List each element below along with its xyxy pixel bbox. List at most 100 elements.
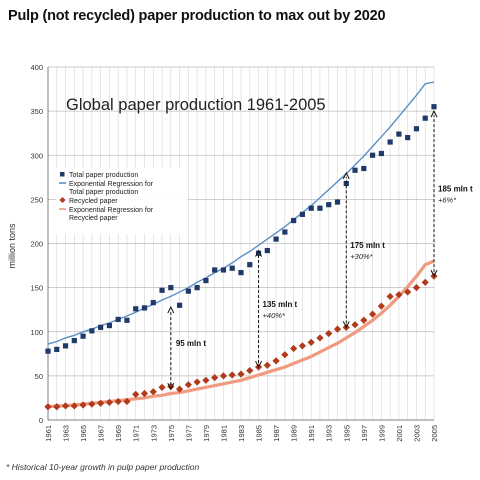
- data-point-total: [54, 346, 60, 352]
- arrow-head: [430, 269, 438, 278]
- data-point-recycled: [123, 397, 131, 406]
- data-point-total: [115, 316, 121, 322]
- data-point-total: [299, 211, 306, 217]
- data-point-recycled: [395, 291, 403, 299]
- y-tick-label: 150: [30, 284, 43, 293]
- y-axis-label: million tons: [7, 223, 17, 269]
- data-point-recycled: [105, 398, 114, 406]
- regression-line: [47, 81, 435, 345]
- growth-percent-label: +40%*: [263, 311, 286, 320]
- axes: 0 50 100 150 200 250 300 350 400 1961 1963 1965 1967…: [30, 63, 439, 442]
- data-point-total: [106, 322, 113, 329]
- x-tick-label: 1985: [255, 425, 264, 442]
- data-point-recycled: [263, 361, 271, 369]
- x-tick-label: 1977: [184, 425, 193, 442]
- data-point-recycled: [219, 372, 228, 380]
- data-point-recycled: [158, 383, 166, 391]
- data-point-total: [238, 270, 244, 276]
- data-point-total: [80, 333, 86, 339]
- legend-label: Recycled paper: [69, 215, 118, 222]
- y-tick-label: 400: [30, 63, 43, 72]
- data-point-total: [229, 265, 235, 271]
- data-point-recycled: [307, 338, 315, 346]
- x-tick-label: 1967: [97, 425, 106, 442]
- data-point-recycled: [228, 371, 236, 379]
- data-point-recycled: [184, 381, 192, 389]
- x-tick-label: 1983: [237, 425, 246, 442]
- data-point-recycled: [333, 325, 342, 333]
- data-point-total: [45, 348, 51, 354]
- data-point-recycled: [386, 292, 394, 301]
- chart-title: Global paper production 1961-2005: [66, 96, 326, 114]
- data-point-recycled: [61, 402, 70, 410]
- data-point-total: [159, 287, 165, 293]
- data-point-total: [247, 262, 253, 268]
- legend-swatch-total: [60, 172, 65, 177]
- arrow-head: [342, 321, 350, 329]
- data-point-recycled: [79, 401, 87, 409]
- data-point-recycled: [70, 402, 78, 410]
- data-point-total: [212, 267, 218, 273]
- x-tick-label: 1961: [44, 425, 53, 442]
- data-point-total: [317, 205, 323, 211]
- data-point-total: [89, 328, 95, 334]
- regression-lines: [47, 81, 435, 409]
- data-point-total: [422, 115, 428, 121]
- y-tick-label: 200: [30, 240, 43, 249]
- arrow-head: [167, 382, 175, 391]
- growth-annotations: 95 mln t 135 mln t +40%* 175 mln t +30%* 185 …: [167, 110, 473, 391]
- data-point-total: [98, 324, 104, 330]
- x-tick-label: 1995: [342, 425, 351, 442]
- x-tick-label: 1989: [290, 425, 299, 442]
- data-point-recycled: [202, 376, 210, 384]
- data-point-recycled: [281, 351, 289, 359]
- data-point-total: [62, 343, 69, 349]
- data-point-recycled: [175, 385, 184, 393]
- legend-label: Total paper production: [69, 189, 138, 196]
- data-point-recycled: [325, 329, 333, 338]
- growth-amount-label: 135 mln t: [263, 300, 298, 309]
- data-point-total: [413, 126, 420, 132]
- x-tick-label: 1973: [149, 425, 158, 442]
- x-tick-label: 1975: [167, 425, 176, 442]
- x-tick-label: 1965: [79, 425, 88, 442]
- data-point-recycled: [377, 302, 385, 310]
- growth-amount-label: 175 mln t: [350, 241, 385, 250]
- y-tick-label: 250: [30, 195, 43, 204]
- legend-box: [56, 168, 188, 234]
- legend-label: Exponential Regression for: [69, 181, 154, 188]
- data-point-recycled: [53, 403, 61, 411]
- x-tick-label: 2005: [430, 425, 439, 442]
- data-point-total: [378, 150, 384, 157]
- y-tick-label: 0: [39, 416, 43, 425]
- data-point-total: [431, 104, 437, 110]
- x-tick-label: 1971: [132, 425, 141, 442]
- x-tick-label: 1981: [219, 425, 228, 442]
- data-point-total: [255, 250, 262, 256]
- x-tick-label: 1999: [377, 425, 386, 442]
- data-point-total: [203, 277, 209, 284]
- footnote: * Historical 10-year growth in pulp pape…: [6, 462, 200, 472]
- data-point-total: [326, 202, 332, 208]
- growth-percent-label: +6%*: [438, 196, 457, 205]
- data-point-recycled: [246, 366, 254, 375]
- data-point-recycled: [114, 397, 122, 406]
- data-point-total: [273, 236, 279, 242]
- data-point-total: [71, 337, 77, 344]
- data-point-recycled: [88, 400, 96, 408]
- data-point-total: [124, 317, 130, 323]
- arrow-head: [255, 249, 262, 257]
- data-point-total: [291, 217, 297, 224]
- x-tick-label: 1979: [202, 425, 211, 442]
- data-point-recycled: [97, 399, 105, 407]
- arrow-head: [342, 171, 350, 180]
- data-point-total: [361, 165, 367, 172]
- arrow-head: [255, 360, 262, 369]
- data-point-recycled: [412, 284, 421, 292]
- data-point-recycled: [167, 382, 175, 391]
- legend-label: Total paper production: [69, 172, 138, 179]
- data-point-total: [141, 305, 148, 311]
- data-point-recycled: [140, 389, 149, 398]
- y-tick-label: 350: [30, 107, 43, 116]
